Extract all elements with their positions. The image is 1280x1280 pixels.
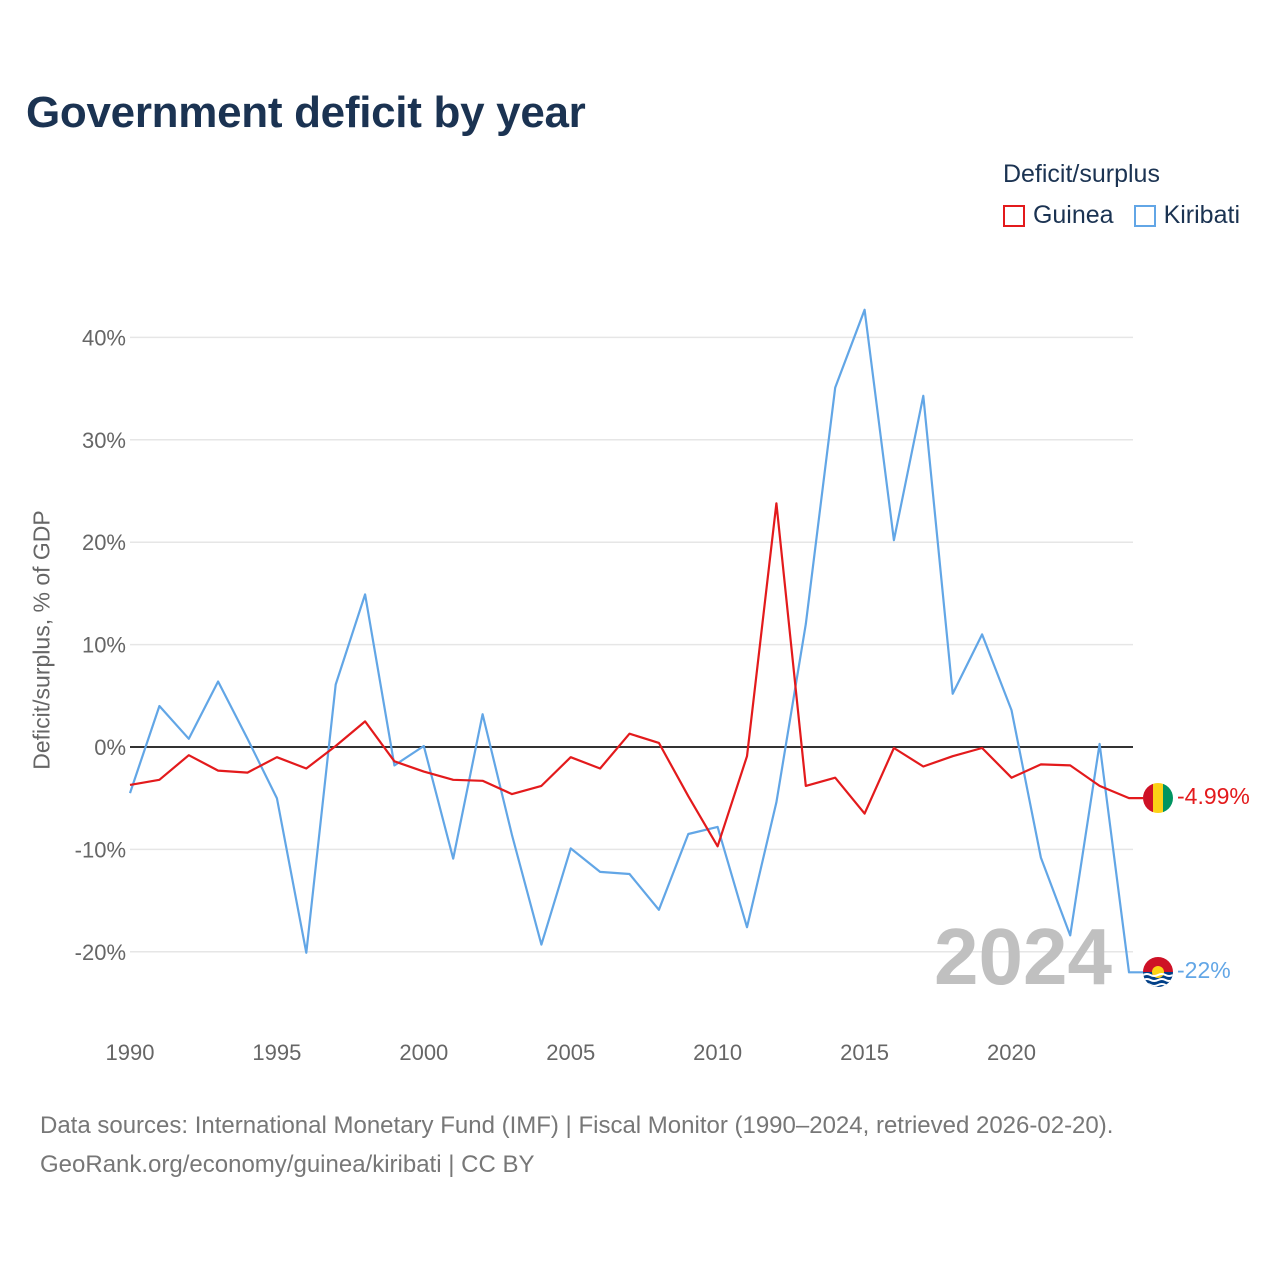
- y-tick-label: 40%: [82, 325, 126, 350]
- series-line-kiribati[interactable]: [128, 308, 1143, 974]
- end-label-guinea: -4.99%: [1177, 783, 1250, 809]
- x-tick-label: 2005: [546, 1040, 595, 1065]
- legend-swatch-kiribati: [1133, 204, 1156, 227]
- series-line-guinea[interactable]: [129, 502, 1143, 848]
- end-label-kiribati: -22%: [1177, 957, 1231, 983]
- source-note: Data sources: International Monetary Fun…: [40, 1112, 1114, 1139]
- legend-label-kiribati: Kiribati: [1163, 201, 1240, 229]
- current-year-watermark: 2024: [934, 912, 1112, 1001]
- legend-label-guinea: Guinea: [1032, 201, 1114, 229]
- footer: Data sources: International Monetary Fun…: [40, 1106, 1113, 1184]
- attribution-note: GeoRank.org/economy/guinea/kiribati | CC…: [40, 1151, 535, 1178]
- y-tick-label: 0%: [94, 735, 126, 760]
- y-tick-label: 10%: [82, 633, 126, 658]
- legend-swatch-guinea: [1002, 204, 1025, 227]
- legend-item-kiribati[interactable]: Kiribati: [1133, 201, 1240, 230]
- y-tick-label: 20%: [82, 530, 126, 555]
- x-tick-label: 2010: [693, 1040, 742, 1065]
- guinea-flag-icon: [1143, 783, 1173, 813]
- x-tick-label: 1990: [106, 1040, 155, 1065]
- kiribati-flag-icon: [1143, 957, 1173, 987]
- chart-title: Government deficit by year: [26, 88, 586, 137]
- grid: [130, 336, 1133, 953]
- x-tick-label: 1995: [252, 1040, 301, 1065]
- series: [128, 308, 1143, 974]
- legend-item-guinea[interactable]: Guinea: [1002, 201, 1114, 230]
- legend: Deficit/surplus Guinea Kiribati: [1002, 160, 1240, 230]
- x-tick-label: 2000: [399, 1040, 448, 1065]
- y-tick-label: 30%: [82, 428, 126, 453]
- y-tick-label: -10%: [75, 837, 126, 862]
- x-tick-label: 2020: [987, 1040, 1036, 1065]
- y-tick-label: -20%: [75, 940, 126, 965]
- legend-title: Deficit/surplus: [1002, 160, 1160, 188]
- x-tick-label: 2015: [840, 1040, 889, 1065]
- axes: 40% 30% 20% 10% 0% -10% -20% 1990 1995 2000 2005 20…: [75, 325, 1133, 1065]
